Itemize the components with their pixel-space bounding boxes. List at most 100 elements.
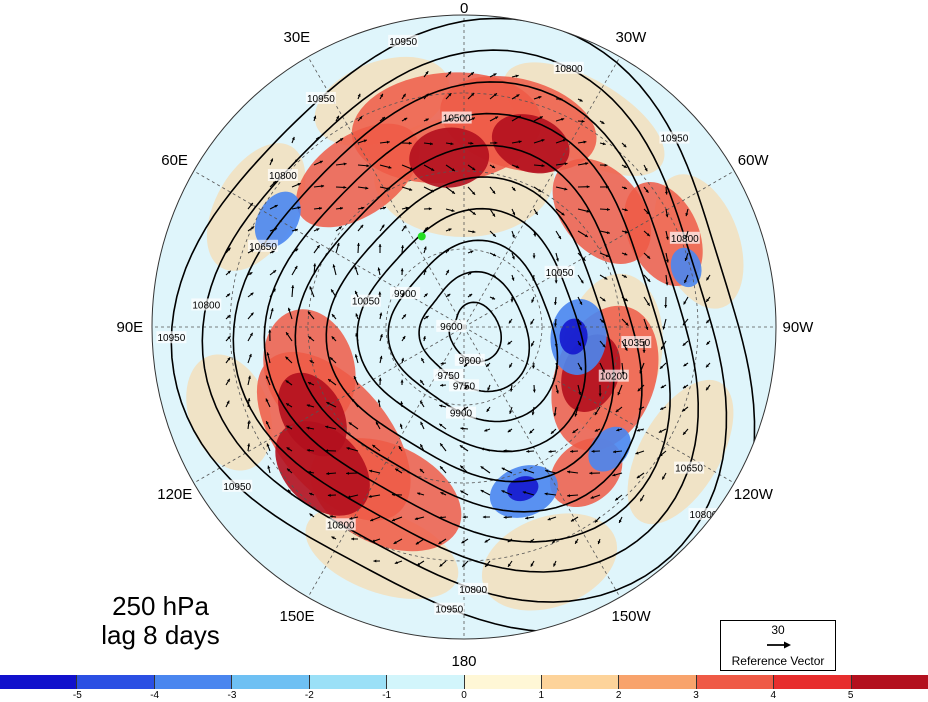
contour-label: 10950 — [661, 134, 689, 145]
contour-label: 10800 — [671, 234, 699, 245]
wind-arrow-head — [618, 519, 622, 523]
wind-arrow-head — [391, 518, 396, 522]
wind-arrow-head — [371, 539, 376, 543]
wind-arrow-head — [525, 516, 529, 520]
wind-arrow-head — [492, 274, 496, 278]
wind-arrow-head — [601, 369, 605, 373]
wind-arrow-head — [575, 540, 578, 544]
contour-label-bg — [222, 479, 253, 492]
wind-arrow-head — [357, 93, 361, 97]
wind-arrow-head — [624, 208, 628, 212]
contour-label: 9900 — [394, 289, 417, 300]
wind-arrow-head — [534, 211, 538, 215]
wind-arrow-head — [420, 379, 424, 384]
colorbar-cell — [696, 675, 775, 689]
wind-arrow-head — [578, 391, 582, 395]
wind-arrow-head — [523, 468, 527, 472]
wind-arrow-head — [665, 259, 669, 263]
anomaly-negative — [670, 247, 702, 288]
contour-label: 10200 — [600, 372, 628, 383]
longitude-label: 90E — [116, 318, 144, 336]
wind-arrow-head — [286, 425, 290, 429]
contour-label-bg — [446, 406, 477, 419]
wind-arrow-head — [683, 363, 687, 367]
wind-arrow-head — [420, 400, 423, 405]
wind-arrow-head — [509, 364, 513, 368]
wind-arrow-head — [399, 423, 403, 427]
colorbar-tick-label: -3 — [227, 690, 237, 701]
wind-arrow-head — [421, 357, 425, 362]
wind-arrow-head — [606, 207, 610, 211]
wind-arrow-head — [555, 390, 559, 394]
wind-arrow-head — [414, 517, 418, 521]
wind-arrow-head — [309, 286, 313, 290]
wind-arrow-head — [319, 206, 323, 210]
wind-arrow-head — [438, 541, 442, 544]
wind-arrow-head — [451, 190, 455, 194]
wind-arrow-head — [589, 471, 593, 475]
wind-arrow-head — [585, 162, 589, 166]
plot-title: 250 hPa lag 8 days — [98, 592, 223, 650]
wind-arrow-head — [332, 264, 336, 268]
colorbar-tick-label: 0 — [461, 690, 467, 701]
wind-arrow-head — [515, 165, 520, 169]
wind-arrow-head — [391, 493, 395, 497]
colorbar-cell — [0, 675, 78, 689]
wind-arrow-head — [329, 357, 334, 361]
colorbar-tick-label: 5 — [847, 690, 854, 701]
wind-arrow-head — [355, 333, 359, 337]
wind-arrow-head — [564, 162, 568, 166]
wind-arrow-head — [579, 98, 583, 102]
wind-arrow-head — [494, 116, 499, 120]
contour-label-bg — [248, 239, 279, 252]
wind-arrow-head — [685, 235, 689, 239]
wind-arrow-head — [247, 398, 251, 402]
wind-arrow-head — [664, 191, 668, 195]
wind-arrow-head — [415, 541, 420, 545]
wind-arrow-head — [584, 234, 588, 237]
wind-arrow-head — [561, 212, 565, 216]
longitude-label: 180 — [451, 652, 477, 670]
wind-arrow-head — [307, 382, 312, 385]
wind-arrow-head — [461, 540, 465, 544]
contour-label: 10050 — [546, 268, 574, 279]
longitude-label: 120W — [733, 485, 773, 503]
wind-arrow-head — [464, 363, 468, 367]
wind-arrow-head — [544, 492, 548, 496]
wind-arrow-head — [386, 140, 390, 144]
wind-arrow-head — [662, 326, 666, 330]
wind-arrow-head — [266, 421, 269, 425]
wind-arrow-head — [460, 490, 464, 494]
wind-arrow-head — [637, 388, 641, 392]
wind-arrow-head — [265, 398, 269, 402]
contour-label: 9600 — [459, 356, 482, 367]
wind-arrow-head — [659, 453, 663, 457]
wind-arrow-head — [509, 388, 513, 392]
wind-arrow-head — [639, 370, 643, 374]
wind-arrow-head — [472, 191, 476, 195]
wind-arrow-head — [526, 449, 530, 453]
colorbar-cell — [464, 675, 542, 689]
wind-arrow-head — [532, 277, 536, 281]
wind-arrow-head — [370, 518, 374, 522]
wind-arrow-head — [602, 142, 606, 146]
wind-arrow-head — [484, 428, 488, 432]
wind-arrow-head — [636, 428, 640, 432]
wind-arrow-head — [508, 563, 511, 567]
wind-arrow-head — [567, 470, 571, 474]
wind-arrow-head — [270, 308, 274, 312]
wind-arrow-head — [448, 118, 452, 122]
wind-arrow-head — [665, 282, 669, 286]
wind-arrow-head — [402, 314, 406, 318]
wind-arrow-head — [586, 185, 590, 189]
wind-arrow-head — [486, 363, 490, 367]
wind-arrow-head — [531, 343, 534, 347]
wind-arrow-head — [480, 466, 484, 470]
wind-arrow-head — [451, 209, 455, 213]
wind-arrow-head — [351, 398, 355, 402]
wind-arrow-head — [439, 563, 443, 567]
wind-arrow-head — [503, 449, 507, 453]
location-marker — [417, 232, 426, 241]
wind-arrow-head — [532, 255, 536, 259]
